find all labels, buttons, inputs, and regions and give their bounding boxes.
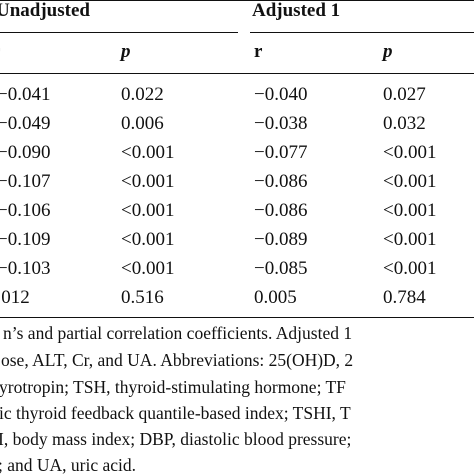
caption-line: I, body mass index; DBP, diastolic blood… <box>0 429 351 450</box>
cell-unadjusted-p: <0.001 <box>121 258 174 280</box>
cell-adjusted-p: <0.001 <box>383 258 436 280</box>
subheader-adjusted-r: r <box>254 41 262 63</box>
subheader-adjusted-p: p <box>383 41 393 63</box>
table-bottom-rule <box>0 317 474 318</box>
cell-unadjusted-p: <0.001 <box>121 229 174 251</box>
cell-unadjusted-r: −0.107 <box>0 171 50 193</box>
header-unadjusted: Unadjusted <box>0 0 90 22</box>
cell-unadjusted-p: 0.006 <box>121 113 164 135</box>
cell-adjusted-r: −0.038 <box>254 113 307 135</box>
cell-adjusted-p: <0.001 <box>383 200 436 222</box>
cell-adjusted-r: −0.085 <box>254 258 307 280</box>
cell-adjusted-p: 0.032 <box>383 113 426 135</box>
cell-unadjusted-r: −0.106 <box>0 200 50 222</box>
cell-unadjusted-p: 0.022 <box>121 84 164 106</box>
caption-line: ose, ALT, Cr, and UA. Abbreviations: 25(… <box>1 350 353 371</box>
cell-unadjusted-r: −0.109 <box>0 229 50 251</box>
caption-line: ic thyroid feedback quantile-based index… <box>0 403 351 424</box>
cell-unadjusted-p: 0.516 <box>121 287 164 309</box>
cell-unadjusted-r: −0.090 <box>0 142 50 164</box>
group-rule-adjusted <box>250 32 474 33</box>
header-bottom-rule <box>0 73 474 74</box>
cell-adjusted-r: −0.086 <box>254 200 307 222</box>
cell-unadjusted-r: 0.012 <box>0 287 30 309</box>
cell-unadjusted-p: <0.001 <box>121 171 174 193</box>
cell-adjusted-r: 0.005 <box>254 287 297 309</box>
cell-adjusted-r: −0.089 <box>254 229 307 251</box>
cell-unadjusted-r: −0.049 <box>0 113 50 135</box>
group-rule-unadjusted <box>0 32 238 33</box>
cell-unadjusted-p: <0.001 <box>121 200 174 222</box>
caption-line: ; and UA, uric acid. <box>0 455 136 476</box>
cell-unadjusted-r: −0.041 <box>0 84 50 106</box>
cell-adjusted-p: 0.784 <box>383 287 426 309</box>
cell-adjusted-r: −0.040 <box>254 84 307 106</box>
caption-line: n’s and partial correlation coefficients… <box>3 323 352 344</box>
header-adjusted-1: Adjusted 1 <box>252 0 340 22</box>
cell-adjusted-p: <0.001 <box>383 142 436 164</box>
cell-adjusted-p: <0.001 <box>383 229 436 251</box>
cell-adjusted-r: −0.086 <box>254 171 307 193</box>
subheader-unadjusted-p: p <box>121 41 131 63</box>
cell-unadjusted-p: <0.001 <box>121 142 174 164</box>
cell-adjusted-r: −0.077 <box>254 142 307 164</box>
caption-line: yrotropin; TSH, thyroid-stimulating horm… <box>0 377 346 398</box>
cell-adjusted-p: 0.027 <box>383 84 426 106</box>
cell-adjusted-p: <0.001 <box>383 171 436 193</box>
cell-unadjusted-r: −0.103 <box>0 258 50 280</box>
